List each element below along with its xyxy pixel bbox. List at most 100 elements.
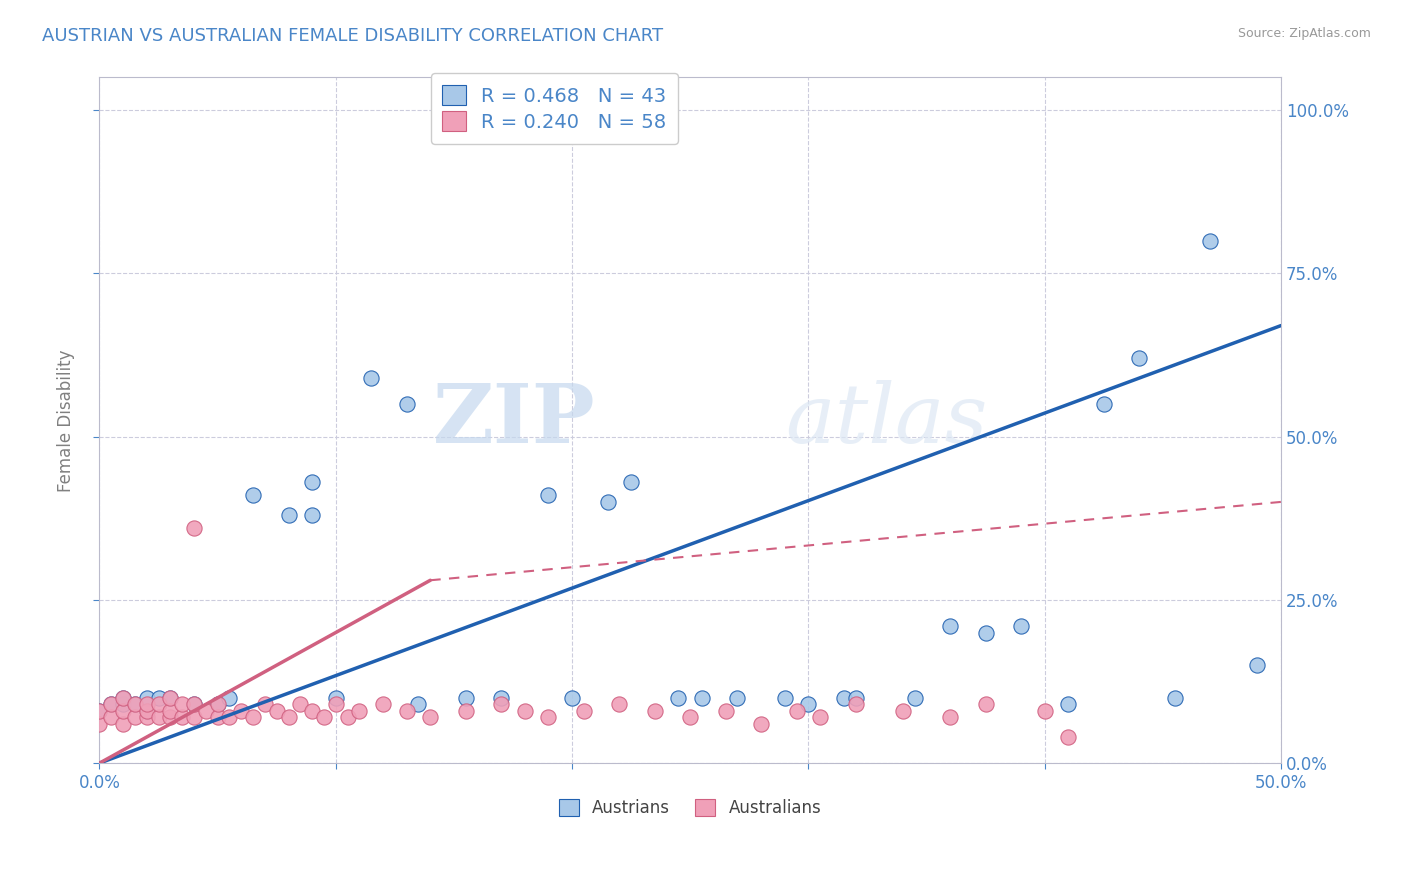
Point xyxy=(974,625,997,640)
Point xyxy=(135,698,157,712)
Point xyxy=(135,690,157,705)
Point xyxy=(349,704,371,718)
Point xyxy=(135,704,157,718)
Point xyxy=(135,710,157,724)
Point xyxy=(100,710,122,724)
Point xyxy=(207,698,229,712)
Text: atlas: atlas xyxy=(785,380,987,460)
Point xyxy=(620,475,643,490)
Point xyxy=(845,690,868,705)
Point xyxy=(1057,698,1080,712)
Point xyxy=(904,690,927,705)
Point xyxy=(489,690,512,705)
Text: Source: ZipAtlas.com: Source: ZipAtlas.com xyxy=(1237,27,1371,40)
Point xyxy=(714,704,737,718)
Point xyxy=(159,690,181,705)
Point xyxy=(513,704,536,718)
Point xyxy=(1057,730,1080,744)
Point xyxy=(561,690,583,705)
Point xyxy=(1246,658,1268,673)
Point xyxy=(242,710,264,724)
Point xyxy=(360,371,382,385)
Point xyxy=(939,619,962,633)
Point xyxy=(596,495,619,509)
Point xyxy=(301,508,323,522)
Point xyxy=(1199,234,1222,248)
Point xyxy=(194,704,217,718)
Point xyxy=(808,710,831,724)
Point xyxy=(207,698,229,712)
Point xyxy=(148,690,170,705)
Point xyxy=(336,710,359,724)
Point xyxy=(183,710,205,724)
Point xyxy=(395,704,418,718)
Point xyxy=(1010,619,1032,633)
Point xyxy=(454,690,477,705)
Point xyxy=(727,690,749,705)
Point xyxy=(371,698,394,712)
Point xyxy=(786,704,808,718)
Point xyxy=(100,698,122,712)
Point xyxy=(218,710,240,724)
Point xyxy=(242,488,264,502)
Point xyxy=(172,710,194,724)
Point xyxy=(644,704,666,718)
Point xyxy=(679,710,702,724)
Point xyxy=(124,698,146,712)
Point xyxy=(301,704,323,718)
Point xyxy=(489,698,512,712)
Point xyxy=(572,704,595,718)
Point xyxy=(832,690,855,705)
Point xyxy=(290,698,312,712)
Y-axis label: Female Disability: Female Disability xyxy=(58,349,75,491)
Point xyxy=(207,710,229,724)
Point xyxy=(277,710,299,724)
Point xyxy=(301,475,323,490)
Point xyxy=(607,698,630,712)
Point xyxy=(668,690,690,705)
Text: AUSTRIAN VS AUSTRALIAN FEMALE DISABILITY CORRELATION CHART: AUSTRIAN VS AUSTRALIAN FEMALE DISABILITY… xyxy=(42,27,664,45)
Point xyxy=(773,690,796,705)
Point xyxy=(159,710,181,724)
Point xyxy=(159,690,181,705)
Point xyxy=(172,698,194,712)
Point xyxy=(891,704,914,718)
Point xyxy=(1092,397,1115,411)
Point xyxy=(112,698,135,712)
Point xyxy=(100,698,122,712)
Point xyxy=(183,521,205,535)
Point xyxy=(537,488,560,502)
Point xyxy=(124,698,146,712)
Point xyxy=(89,704,111,718)
Text: ZIP: ZIP xyxy=(433,380,596,460)
Point xyxy=(408,698,430,712)
Point xyxy=(148,710,170,724)
Point xyxy=(277,508,299,522)
Point xyxy=(845,698,868,712)
Point xyxy=(218,690,240,705)
Point xyxy=(749,717,772,731)
Point xyxy=(112,717,135,731)
Point xyxy=(797,698,820,712)
Point xyxy=(395,397,418,411)
Legend: Austrians, Australians: Austrians, Australians xyxy=(553,792,828,823)
Point xyxy=(231,704,253,718)
Point xyxy=(135,704,157,718)
Point xyxy=(89,704,111,718)
Point xyxy=(419,710,441,724)
Point xyxy=(454,704,477,718)
Point xyxy=(1163,690,1185,705)
Point xyxy=(325,698,347,712)
Point xyxy=(183,698,205,712)
Point xyxy=(124,710,146,724)
Point xyxy=(112,690,135,705)
Point xyxy=(939,710,962,724)
Point xyxy=(112,690,135,705)
Point xyxy=(253,698,276,712)
Point xyxy=(325,690,347,705)
Point xyxy=(537,710,560,724)
Point xyxy=(1033,704,1056,718)
Point xyxy=(89,717,111,731)
Point xyxy=(266,704,288,718)
Point xyxy=(690,690,713,705)
